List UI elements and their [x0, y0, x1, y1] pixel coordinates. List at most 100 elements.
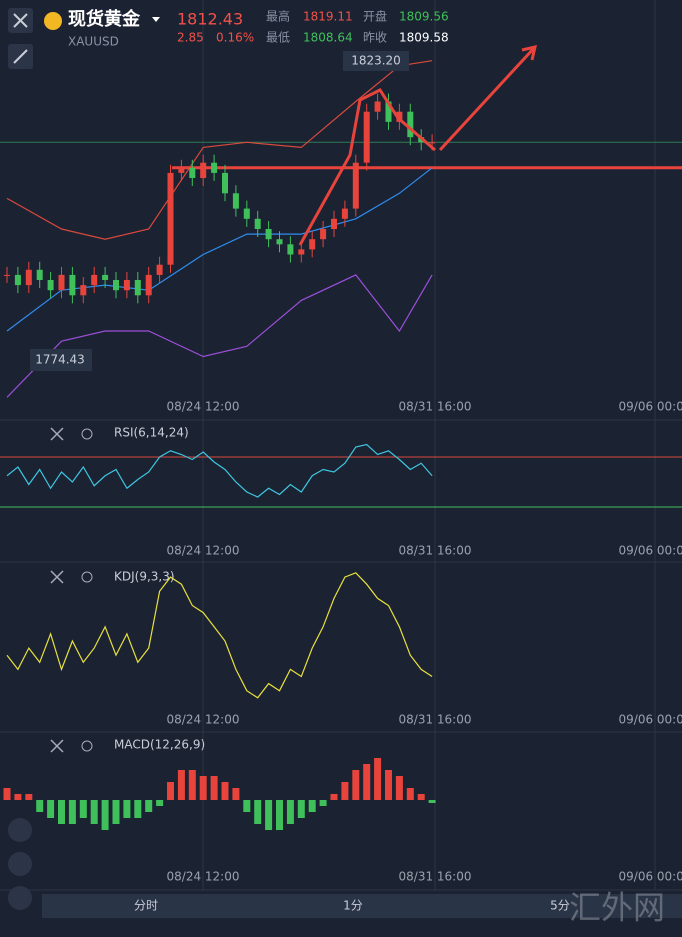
macd-label: MACD(12,26,9) [114, 738, 205, 752]
candle [331, 218, 337, 229]
macd-bar [36, 800, 44, 812]
candle [407, 111, 414, 138]
close-icon [13, 13, 28, 28]
candle [102, 274, 109, 280]
macd-bar [352, 770, 360, 800]
candle [200, 162, 207, 178]
candle [352, 162, 359, 209]
symbol: XAUUSD [68, 35, 119, 49]
min-label: 1774.43 [35, 353, 85, 367]
candle [145, 274, 152, 296]
macd-bar [417, 794, 425, 800]
macd-bar [47, 800, 55, 818]
macd-bar [14, 794, 22, 800]
macd-bar [330, 794, 338, 800]
candle [320, 229, 327, 240]
time-label: 08/31 16:00 [399, 544, 472, 558]
tool-button[interactable] [8, 818, 32, 842]
panel-headers: RSI(6,14,24) KDJ(9,3,3) MACD(12,26,9) [50, 426, 205, 753]
prev: 1809.58 [399, 31, 449, 45]
macd-bar [254, 800, 262, 824]
candle [211, 162, 218, 173]
macd-bar [221, 782, 229, 800]
tool-button[interactable] [8, 886, 32, 910]
time-label: 09/06 00:00 [619, 870, 682, 884]
macd-bar [243, 800, 251, 812]
settings-icon[interactable] [81, 428, 93, 440]
macd-bar [286, 800, 294, 824]
macd-bar [341, 782, 349, 800]
change-pct: 0.16% [216, 31, 254, 45]
macd-bar [79, 800, 87, 818]
open-label: 开盘 [363, 9, 387, 24]
candle [232, 193, 239, 209]
candle [4, 274, 10, 276]
candle [123, 280, 130, 291]
candle [222, 172, 228, 194]
macd-bar [199, 776, 207, 800]
candle [341, 208, 348, 219]
settings-icon[interactable] [81, 740, 93, 752]
candle [134, 280, 141, 296]
instrument-name[interactable]: 现货黄金 [68, 8, 141, 30]
time-label: 09/06 00:00 [619, 400, 682, 414]
time-label: 08/31 16:00 [399, 870, 472, 884]
candle [298, 249, 305, 255]
tab[interactable]: 5分 [550, 899, 570, 913]
close-indicator-icons[interactable] [50, 427, 64, 753]
dropdown-arrow[interactable] [152, 17, 160, 22]
macd-bar [297, 800, 305, 818]
time-label: 08/24 12:00 [167, 870, 240, 884]
time-label: 08/24 12:00 [167, 544, 240, 558]
macd-bar [134, 800, 142, 818]
candle [265, 229, 272, 240]
low-label: 最低 [266, 31, 290, 45]
macd-bar [385, 770, 392, 800]
watermark: 汇外网 [569, 889, 665, 927]
max-label-box [343, 51, 409, 71]
candle [91, 274, 98, 286]
macd-bar [308, 800, 316, 812]
time-label: 08/31 16:00 [399, 400, 472, 414]
time-label: 08/31 16:00 [399, 713, 472, 727]
candle [254, 218, 261, 229]
rsi-label: RSI(6,14,24) [114, 426, 189, 440]
prev-label: 昨收 [363, 31, 387, 45]
tool-button[interactable] [8, 852, 32, 876]
macd-bar [58, 800, 65, 824]
macd-bar [232, 788, 240, 800]
candle [363, 111, 370, 163]
settings-icon[interactable] [81, 571, 93, 583]
tab[interactable]: 分时 [134, 899, 158, 913]
high: 1819.11 [303, 10, 353, 24]
macd-bar [90, 800, 98, 824]
indicator-line [6, 443, 433, 498]
time-label: 09/06 00:00 [619, 713, 682, 727]
collapse-icon [13, 49, 28, 64]
min-label-box [30, 349, 92, 371]
low: 1808.64 [303, 31, 353, 45]
macd-bar [188, 770, 196, 800]
candle [14, 274, 21, 286]
open: 1809.56 [399, 10, 449, 24]
macd-bar [428, 800, 436, 803]
candle [429, 142, 436, 144]
indicator-line [6, 572, 433, 699]
tab[interactable]: 1分 [343, 899, 363, 913]
change: 2.85 [177, 31, 204, 45]
candle [113, 280, 119, 291]
indicator-line [6, 274, 433, 398]
candle [156, 264, 163, 275]
macd-bar [68, 800, 76, 824]
macd-bar [276, 800, 283, 830]
candle [385, 101, 392, 122]
tab-bar [42, 894, 682, 918]
header: 现货黄金 XAUUSD 1812.43 2.85 0.16% 最高 1819.1… [8, 8, 449, 69]
macd-bar [25, 794, 33, 800]
macd-bar [145, 800, 153, 812]
macd-bar [3, 788, 11, 800]
candle [25, 269, 32, 286]
candle [189, 167, 196, 178]
macd-bar [112, 800, 120, 824]
